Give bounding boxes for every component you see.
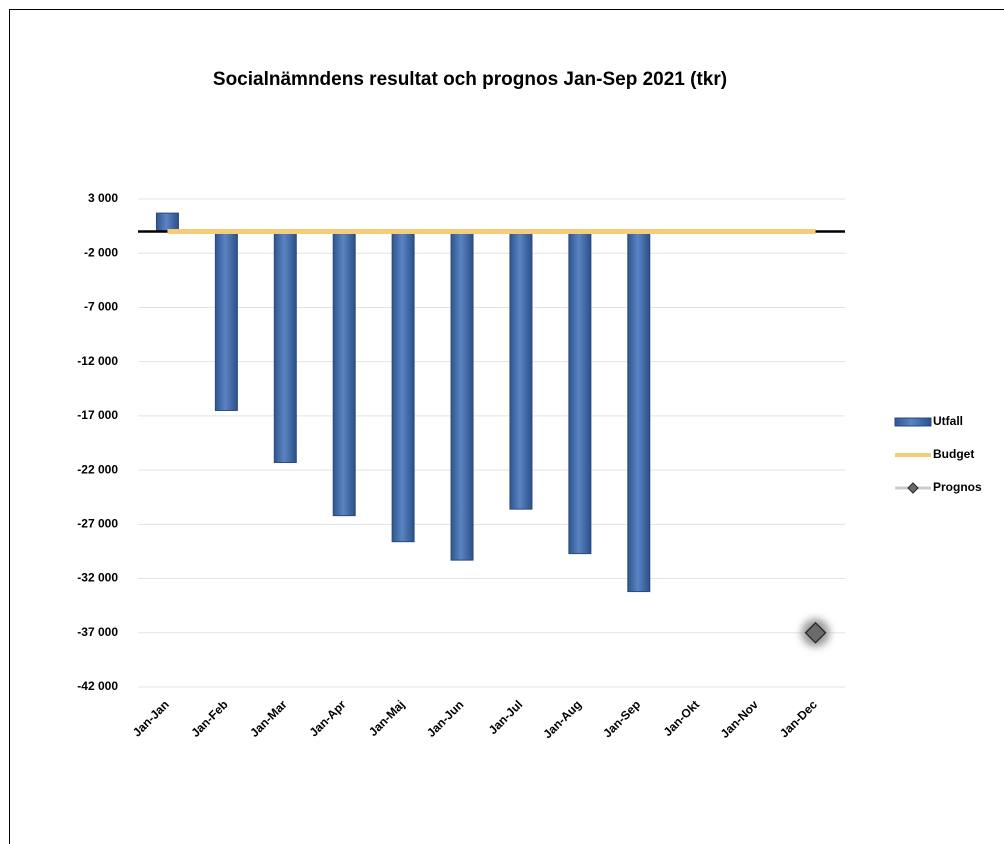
x-tick-label: Jan-Mar xyxy=(247,697,290,740)
bar xyxy=(627,231,651,593)
legend-marker xyxy=(907,482,919,494)
x-tick-label: Jan-Jul xyxy=(486,697,526,737)
y-tick-label: -42 000 xyxy=(77,679,118,693)
y-tick-label: -7 000 xyxy=(84,300,118,314)
bar xyxy=(391,231,415,543)
x-tick-label: Jan-Sep xyxy=(600,697,643,740)
legend-label: Utfall xyxy=(933,414,963,428)
x-tick-label: Jan-Maj xyxy=(366,697,407,738)
chart-title: Socialnämndens resultat och prognos Jan-… xyxy=(213,69,727,90)
bar xyxy=(568,231,592,555)
bar xyxy=(509,231,533,510)
y-tick-label: -17 000 xyxy=(77,408,118,422)
frame xyxy=(9,9,1004,844)
y-tick-label: -12 000 xyxy=(77,354,118,368)
legend-swatch xyxy=(894,417,932,427)
x-tick-label: Jan-Jan xyxy=(130,697,172,739)
bar xyxy=(332,231,356,517)
x-tick-label: Jan-Feb xyxy=(188,697,230,739)
y-tick-label: -32 000 xyxy=(77,571,118,585)
legend-label: Prognos xyxy=(933,480,982,494)
prognos-marker xyxy=(804,621,827,644)
y-tick-label: -2 000 xyxy=(84,245,118,259)
legend-label: Budget xyxy=(933,447,974,461)
bar xyxy=(214,231,238,411)
y-tick-label: 3 000 xyxy=(88,191,118,205)
bar xyxy=(273,231,297,464)
x-tick-label: Jan-Jun xyxy=(424,697,466,739)
y-tick-label: -22 000 xyxy=(77,462,118,476)
bar xyxy=(450,231,474,561)
bar xyxy=(155,212,179,233)
x-tick-label: Jan-Apr xyxy=(307,697,349,739)
x-tick-label: Jan-Aug xyxy=(540,697,584,741)
y-tick-label: -27 000 xyxy=(77,517,118,531)
x-tick-label: Jan-Dec xyxy=(777,697,820,740)
x-tick-label: Jan-Okt xyxy=(661,697,702,738)
y-tick-label: -37 000 xyxy=(77,625,118,639)
x-tick-label: Jan-Nov xyxy=(718,697,762,741)
